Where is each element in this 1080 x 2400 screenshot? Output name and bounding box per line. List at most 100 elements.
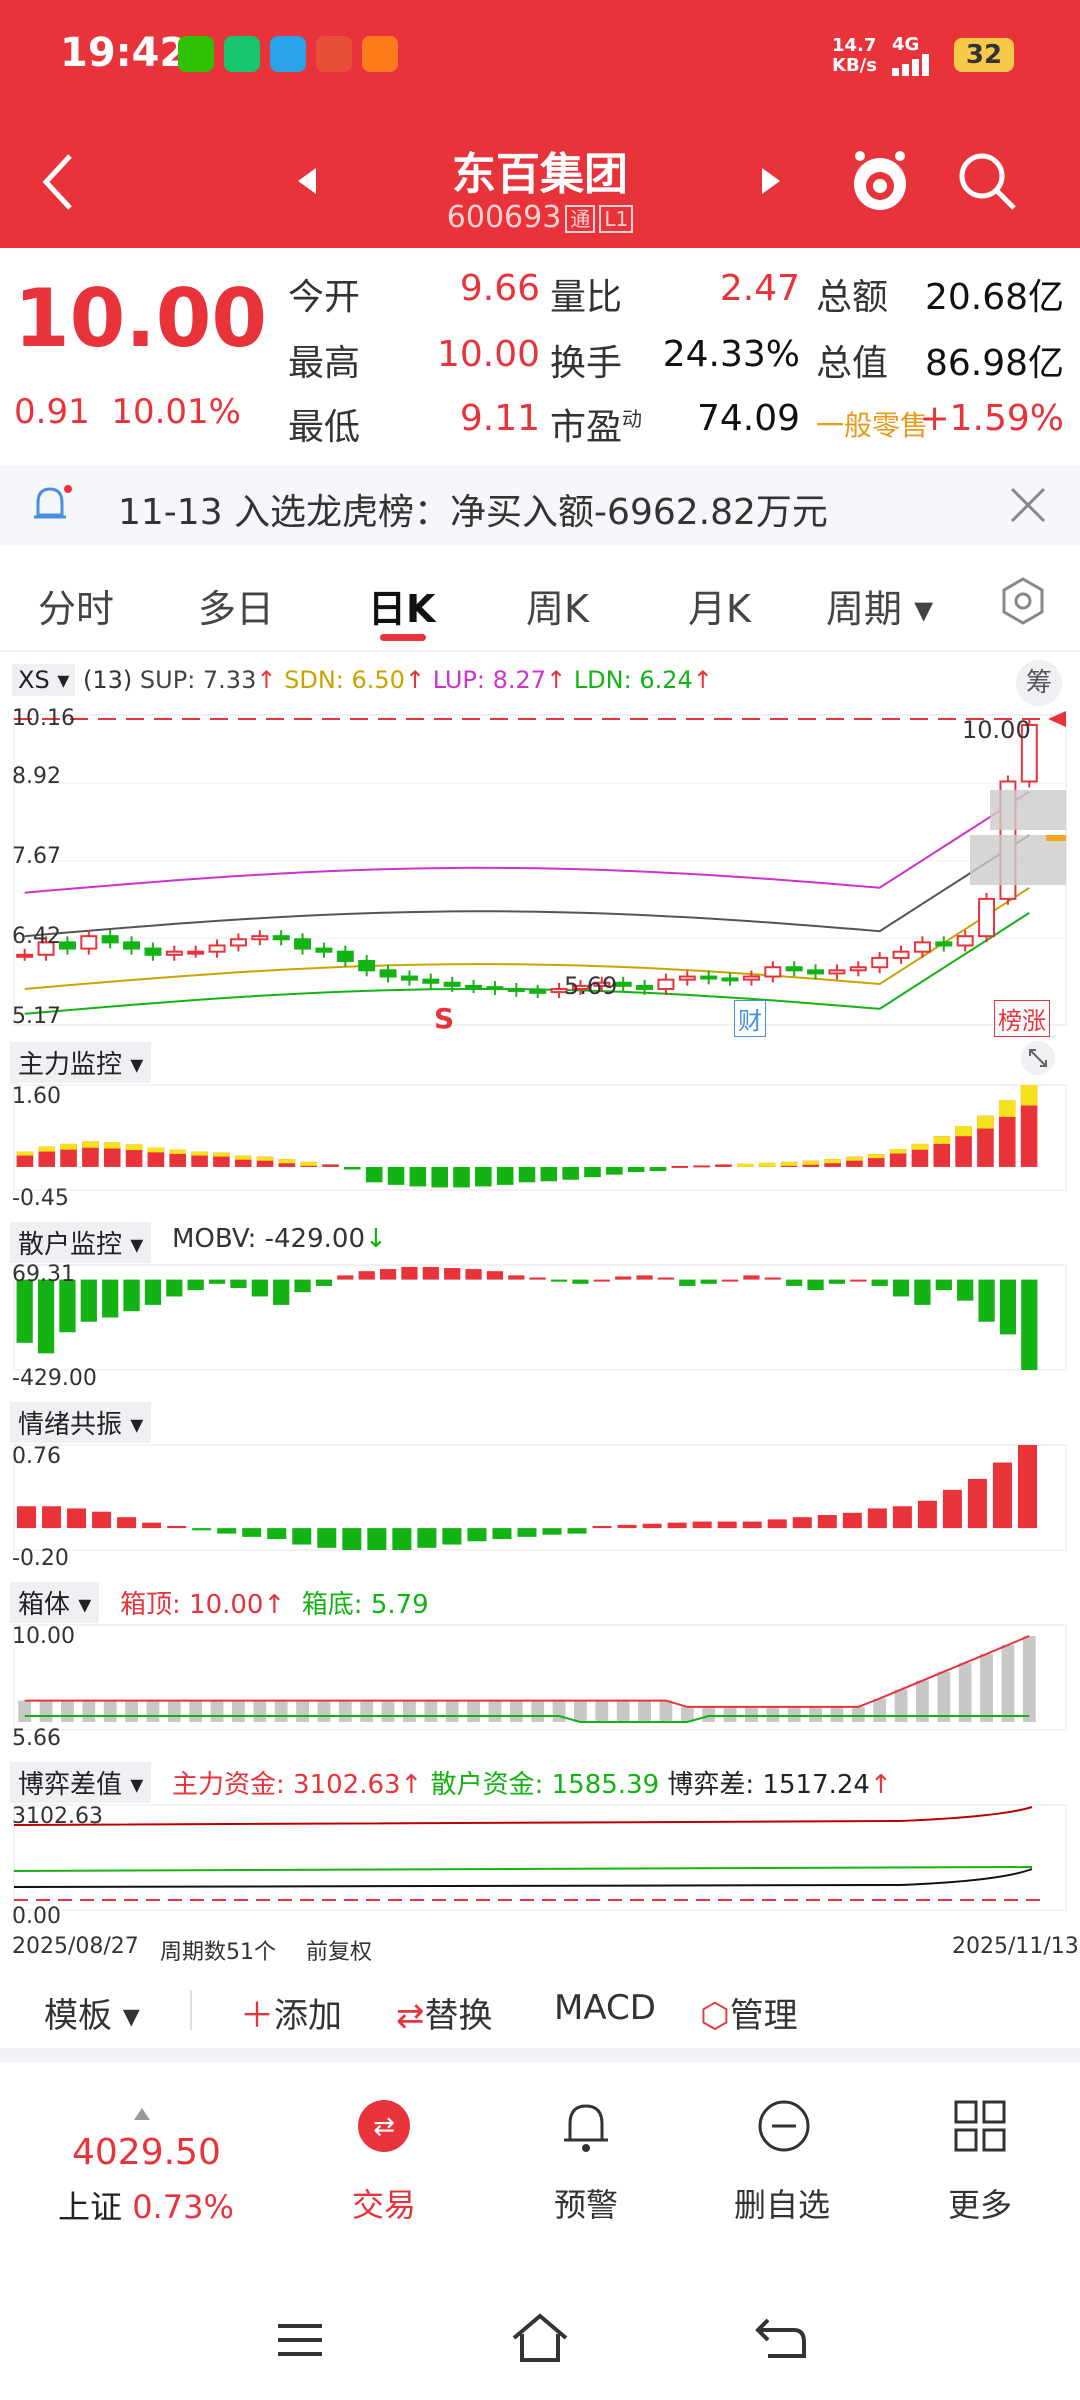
candle <box>16 953 34 958</box>
qingxu-bar <box>667 1522 687 1529</box>
qingxu-bar <box>267 1528 287 1540</box>
mascot-icon[interactable] <box>848 146 912 216</box>
sanhu-bar <box>465 1269 482 1280</box>
tab-daily-k[interactable]: 日K <box>368 587 436 631</box>
qingxu-bar <box>292 1528 312 1545</box>
sanhu-bar <box>379 1269 397 1280</box>
net-speed: 14.7 KB/s <box>832 35 877 76</box>
sanhu-bar <box>144 1279 162 1305</box>
sanhu-bar <box>721 1279 739 1282</box>
qingxu-bar <box>467 1528 487 1542</box>
box-bar <box>488 1700 502 1722</box>
replace-button[interactable]: ⇄替换 <box>396 1996 493 2036</box>
next-stock-icon[interactable] <box>760 166 782 196</box>
zhuli-bar-top <box>16 1151 34 1156</box>
panel-xiangti-label[interactable]: 箱体 ▾ <box>10 1582 100 1623</box>
nav-more[interactable]: 更多 <box>947 2186 1012 2224</box>
zhuli-bar <box>671 1165 689 1168</box>
signal-icon <box>892 54 929 76</box>
nav-trade[interactable]: 交易 <box>351 2186 416 2224</box>
divider <box>190 1990 192 2030</box>
panel-boyi-label[interactable]: 博弈差值 ▾ <box>10 1762 152 1803</box>
manage-icon: ⬡ <box>700 1996 730 2036</box>
xt-min: 5.66 <box>12 1726 61 1751</box>
box-bar <box>595 1700 609 1722</box>
box-bar <box>873 1698 887 1722</box>
y-label-2: 8.92 <box>12 764 61 789</box>
chart-area[interactable] <box>0 655 1080 1965</box>
tab-period[interactable]: 周期 ▾ <box>826 587 934 631</box>
macd-button[interactable]: MACD <box>554 1988 656 2028</box>
qingxu-bar <box>617 1524 637 1529</box>
search-icon[interactable] <box>956 150 1018 212</box>
indicator-select[interactable]: XS ▾ <box>12 664 76 696</box>
candle <box>807 969 825 975</box>
box-bar <box>39 1700 53 1722</box>
close-icon[interactable] <box>1008 485 1048 525</box>
notice-bar[interactable]: 11-13 入选龙虎榜：净买入额-6962.82万元 <box>0 465 1080 545</box>
candle <box>764 966 782 978</box>
index-value[interactable]: 4029.50 <box>72 2132 221 2173</box>
zhuli-bar-top <box>1020 1085 1038 1106</box>
box-bar <box>445 1700 459 1722</box>
panel-qingxu-label[interactable]: 情绪共振 ▾ <box>10 1402 152 1443</box>
zhuli-bar <box>562 1166 579 1180</box>
chip-button[interactable]: 筹 <box>1016 660 1062 706</box>
add-button[interactable]: ＋添加 <box>240 1996 342 2036</box>
tab-duori[interactable]: 多日 <box>198 587 275 631</box>
tab-monthly-k[interactable]: 月K <box>688 587 751 631</box>
home-icon[interactable] <box>510 2312 570 2364</box>
manage-button[interactable]: ⬡管理 <box>700 1996 798 2036</box>
back-nav-icon[interactable] <box>754 2316 808 2362</box>
qingxu-bar <box>742 1521 762 1529</box>
box-bar <box>809 1706 822 1722</box>
candle <box>978 897 996 938</box>
nav-delete-watchlist[interactable]: 删自选 <box>733 2186 830 2224</box>
trade-icon: ⇄ <box>358 2100 410 2152</box>
settings-icon[interactable] <box>998 576 1048 626</box>
retail-fund-line <box>13 1866 1033 1872</box>
qingxu-bar <box>142 1522 162 1529</box>
expand-icon[interactable] <box>1020 1040 1056 1076</box>
zhuli-bar <box>715 1164 732 1167</box>
nav-alert[interactable]: 预警 <box>553 2186 618 2224</box>
box-bar <box>787 1706 801 1722</box>
sanhu-bar <box>764 1277 781 1280</box>
box-bar <box>745 1706 758 1722</box>
qingxu-bar <box>592 1525 612 1529</box>
candle <box>892 950 910 959</box>
panel-zhuli-label[interactable]: 主力监控 ▾ <box>10 1042 152 1083</box>
signal-bangzhang: 榜涨 <box>994 1000 1050 1037</box>
zhuli-bar <box>998 1100 1016 1167</box>
zljk-max: 1.60 <box>12 1084 61 1109</box>
candle <box>315 947 333 953</box>
index-name[interactable]: 上证 0.73% <box>58 2188 234 2226</box>
zhuli-frame <box>13 1084 1067 1191</box>
system-nav-bar <box>0 2280 1080 2400</box>
tab-fenshi[interactable]: 分时 <box>38 587 115 631</box>
box-bar <box>1022 1636 1036 1722</box>
telegram-icon <box>270 36 306 72</box>
chip-box <box>970 835 1066 885</box>
candle <box>828 969 846 975</box>
template-button[interactable]: 模板 ▾ <box>44 1996 140 2036</box>
sanhu-bar <box>59 1279 76 1333</box>
back-icon[interactable] <box>40 152 76 212</box>
box-bar <box>509 1700 523 1722</box>
zhuli-bar-top <box>780 1161 798 1166</box>
remove-watchlist-icon <box>758 2100 810 2152</box>
panel-sanhu-label[interactable]: 散户监控 ▾ <box>10 1222 152 1263</box>
bottom-nav: 4029.50 上证 0.73% ⇄ 交易 预警 删自选 更多 <box>0 2080 1080 2250</box>
box-bar <box>1001 1644 1015 1722</box>
signal-s: S <box>434 1002 455 1035</box>
zhuli-bar <box>60 1143 77 1167</box>
top-header: 19:42 14.7 KB/s 4G 32 东百集团 600693 通 L1 <box>0 0 1080 248</box>
menu-icon[interactable] <box>276 2320 324 2360</box>
quote-value: 10.00 <box>436 334 540 375</box>
candle <box>187 950 205 955</box>
prev-stock-icon[interactable] <box>296 166 318 196</box>
tab-weekly-k[interactable]: 周K <box>526 587 589 631</box>
sanhu-frame <box>13 1264 1067 1371</box>
candle <box>465 984 483 989</box>
sanhu-bar <box>935 1279 952 1291</box>
